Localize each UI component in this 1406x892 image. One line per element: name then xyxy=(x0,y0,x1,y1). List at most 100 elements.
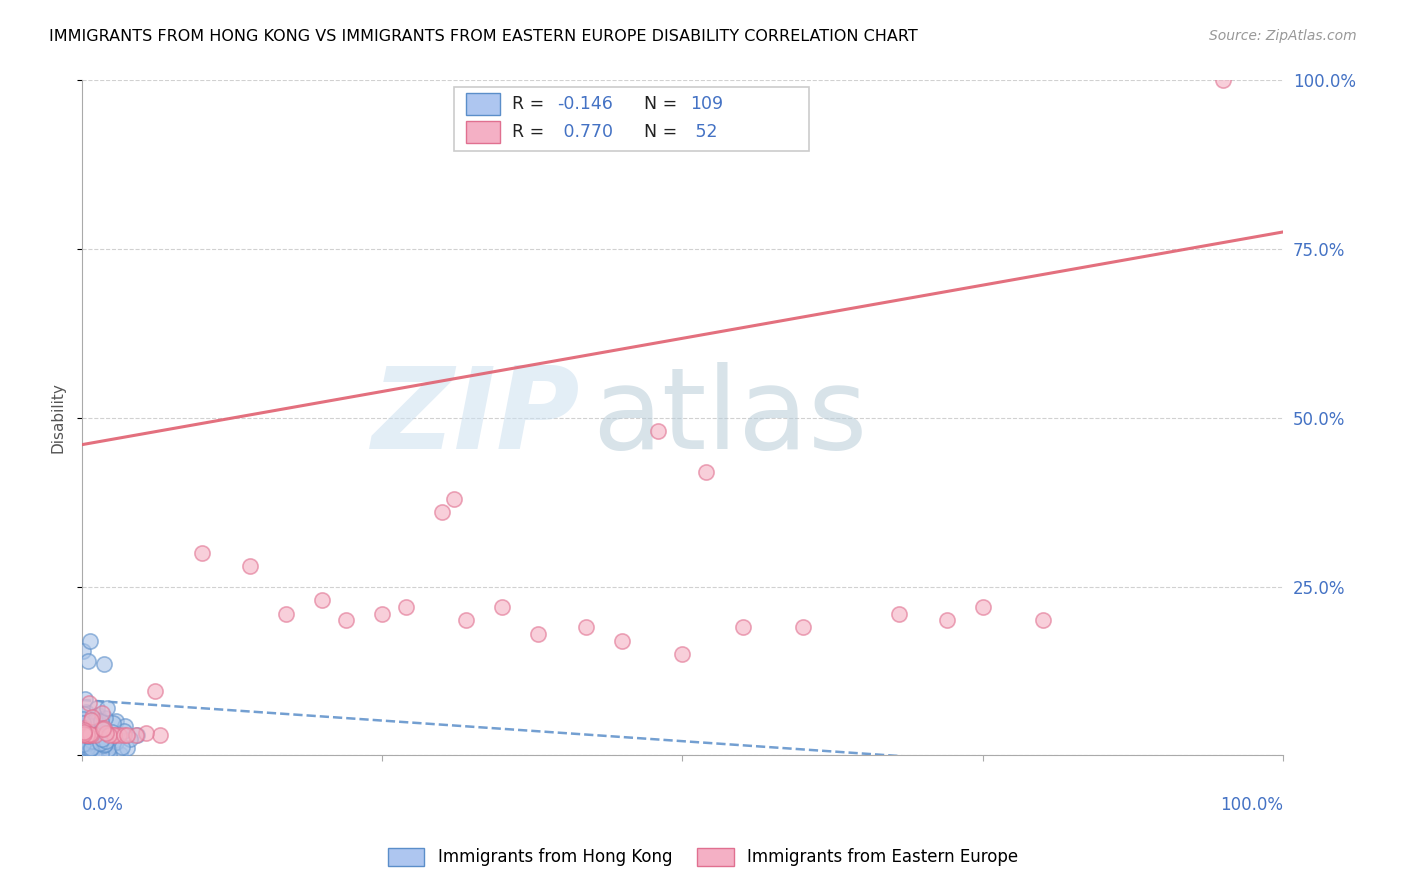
Point xyxy=(82,739,104,754)
Point xyxy=(80,726,103,740)
Point xyxy=(98,728,121,742)
FancyBboxPatch shape xyxy=(467,121,501,143)
Point xyxy=(73,728,96,742)
Point xyxy=(75,705,97,719)
Text: -0.146: -0.146 xyxy=(558,95,613,113)
Point xyxy=(73,727,96,741)
Point xyxy=(76,728,98,742)
Point xyxy=(91,723,114,737)
Point xyxy=(72,737,94,751)
Point xyxy=(94,737,117,751)
Point xyxy=(527,627,550,641)
Point xyxy=(105,735,128,749)
Text: R =: R = xyxy=(512,95,550,113)
Point xyxy=(82,739,104,753)
Text: R =: R = xyxy=(512,123,550,141)
Point xyxy=(575,620,598,634)
Point xyxy=(76,744,98,758)
Point xyxy=(79,747,101,761)
Point xyxy=(79,727,101,741)
Point xyxy=(77,742,100,756)
Text: ZIP: ZIP xyxy=(371,362,581,473)
Point xyxy=(79,696,101,710)
Point xyxy=(103,728,125,742)
Point xyxy=(73,723,96,738)
Point xyxy=(72,712,94,726)
Point xyxy=(125,728,148,742)
Text: 0.0%: 0.0% xyxy=(82,796,124,814)
Point xyxy=(149,728,172,742)
Point xyxy=(191,546,214,560)
Point xyxy=(90,714,112,728)
Point xyxy=(93,657,115,672)
Point xyxy=(76,717,98,731)
Point xyxy=(96,700,118,714)
Text: Source: ZipAtlas.com: Source: ZipAtlas.com xyxy=(1209,29,1357,43)
Point xyxy=(79,742,101,756)
Point xyxy=(72,715,94,730)
Point xyxy=(612,633,634,648)
Point xyxy=(972,599,994,614)
Point xyxy=(80,710,103,724)
Point xyxy=(86,714,108,728)
Point xyxy=(89,737,111,751)
Point xyxy=(731,620,754,634)
Point xyxy=(73,706,96,721)
Point xyxy=(72,643,94,657)
Point xyxy=(80,722,103,736)
Point xyxy=(76,720,98,734)
Point xyxy=(80,719,103,733)
Point xyxy=(79,720,101,734)
Point xyxy=(76,740,98,755)
Point xyxy=(72,722,94,736)
Point xyxy=(93,721,115,735)
Point xyxy=(82,737,104,751)
Point xyxy=(79,633,101,648)
Point xyxy=(75,739,97,754)
Point xyxy=(101,724,124,739)
Point xyxy=(91,724,114,739)
Point xyxy=(72,723,94,737)
Point xyxy=(274,607,297,621)
Point xyxy=(432,505,454,519)
Point xyxy=(695,465,717,479)
Point xyxy=(80,727,103,741)
Point xyxy=(94,734,117,748)
Point xyxy=(94,740,117,755)
Point xyxy=(79,719,101,733)
Point xyxy=(89,747,111,761)
Point xyxy=(125,728,148,742)
Point xyxy=(671,647,693,661)
Point xyxy=(104,735,127,749)
Point xyxy=(87,732,110,747)
Point xyxy=(76,728,98,742)
Point xyxy=(73,730,96,744)
Point xyxy=(77,734,100,748)
Point xyxy=(73,720,96,734)
Text: N =: N = xyxy=(644,123,683,141)
Point xyxy=(89,736,111,750)
Point xyxy=(80,714,103,728)
Text: 100.0%: 100.0% xyxy=(1220,796,1284,814)
Point xyxy=(103,728,125,742)
Point xyxy=(73,747,96,761)
Legend: Immigrants from Hong Kong, Immigrants from Eastern Europe: Immigrants from Hong Kong, Immigrants fr… xyxy=(381,841,1025,873)
Point xyxy=(112,724,135,739)
Point xyxy=(79,741,101,756)
Point xyxy=(82,714,104,728)
Point xyxy=(89,737,111,751)
Point xyxy=(73,692,96,706)
Point xyxy=(103,715,125,730)
Point xyxy=(108,728,131,742)
Point xyxy=(75,730,97,744)
Point xyxy=(112,728,135,742)
Point xyxy=(87,707,110,722)
Point xyxy=(83,722,105,736)
Point xyxy=(76,744,98,758)
Point xyxy=(79,723,101,738)
Point xyxy=(143,683,166,698)
Text: IMMIGRANTS FROM HONG KONG VS IMMIGRANTS FROM EASTERN EUROPE DISABILITY CORRELATI: IMMIGRANTS FROM HONG KONG VS IMMIGRANTS … xyxy=(49,29,918,44)
Point xyxy=(311,593,333,607)
Point xyxy=(114,719,136,733)
Point xyxy=(97,742,120,756)
